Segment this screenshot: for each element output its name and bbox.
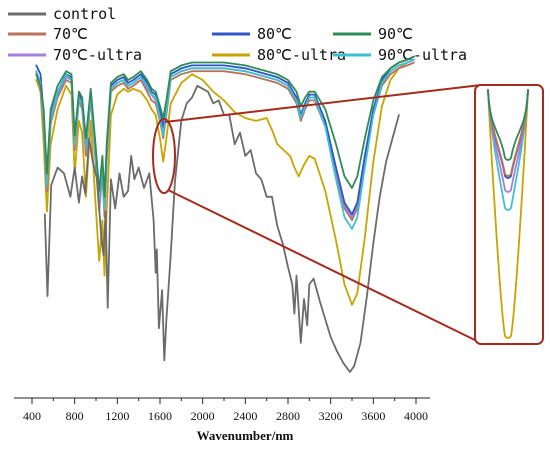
inset-frame (474, 84, 544, 345)
inset-series-line (487, 89, 529, 177)
legend-label: 90℃ (378, 25, 413, 43)
series-line (43, 84, 400, 373)
zoom-connector-bottom (167, 189, 482, 344)
legend-label: 70℃ (53, 25, 88, 43)
x-tick-label: 3200 (319, 409, 343, 423)
legend-label: 70℃-ultra (53, 46, 142, 64)
inset-series-line (487, 89, 529, 193)
x-tick-label: 4000 (404, 409, 428, 423)
legend: control 70℃ 80℃ 90℃ 70℃-ultra 80℃-ultra 90℃-ul… (8, 5, 467, 64)
series-line (35, 55, 415, 198)
x-tick-label: 3600 (361, 409, 385, 423)
zoom-callout (152, 84, 544, 345)
series-line (35, 58, 415, 230)
x-tick-label: 1600 (148, 409, 172, 423)
legend-label: 80℃ (257, 25, 292, 43)
legend-label: control (53, 5, 116, 23)
x-axis: 400 800 1200 1600 2000 2400 2800 3200 3600 4000 (14, 397, 430, 423)
x-tick-label: 1200 (105, 409, 129, 423)
zoom-connector-top (164, 84, 482, 123)
legend-label: 80℃-ultra (257, 46, 346, 64)
x-tick-label: 2000 (191, 409, 215, 423)
x-tick-label: 2400 (233, 409, 257, 423)
x-tick-label: 400 (23, 409, 41, 423)
x-tick-label: 800 (66, 409, 84, 423)
inset-series-line (487, 89, 529, 339)
x-axis-title: Wavenumber/nm (197, 428, 294, 443)
inset-series-line (487, 89, 529, 211)
zoom-source-ellipse (152, 118, 176, 194)
inset-series-line (487, 89, 529, 161)
legend-label: 90℃-ultra (378, 46, 467, 64)
series-line (35, 61, 415, 222)
x-tick-label: 2800 (276, 409, 300, 423)
spectra-curves (35, 55, 415, 373)
series-line (35, 58, 415, 306)
inset-zoom-curves (487, 89, 529, 339)
